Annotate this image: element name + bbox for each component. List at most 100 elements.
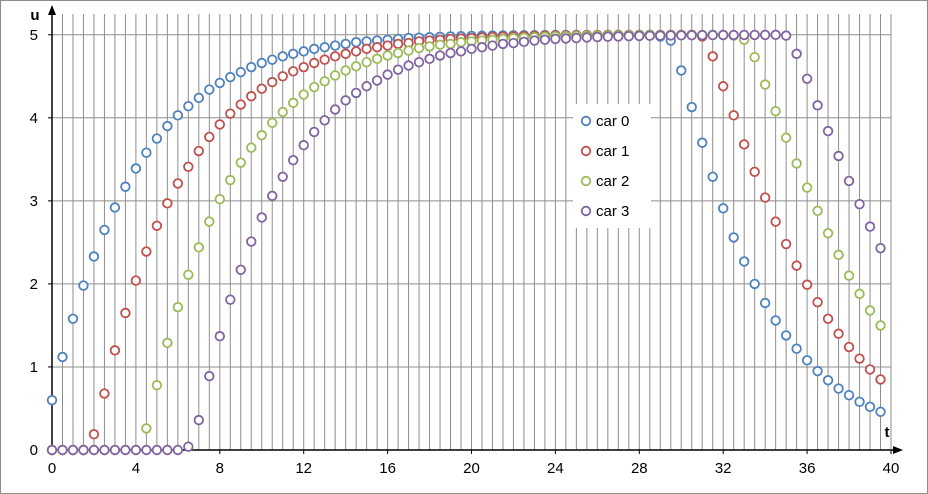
data-point	[99, 388, 110, 399]
data-point	[665, 30, 676, 41]
data-point	[592, 31, 603, 43]
data-point	[319, 54, 330, 65]
x-tick-label: 4	[132, 460, 140, 477]
series-car-0	[46, 29, 886, 417]
data-point	[424, 41, 435, 52]
data-point	[204, 370, 215, 382]
data-point	[382, 40, 393, 51]
x-tick-label: 16	[379, 460, 396, 477]
data-point	[235, 66, 246, 78]
data-point	[550, 33, 561, 45]
data-point	[172, 110, 184, 121]
data-point	[718, 81, 729, 92]
data-point	[382, 50, 393, 61]
data-point	[162, 337, 173, 349]
data-point	[204, 216, 215, 227]
data-point	[308, 126, 320, 138]
data-point	[728, 29, 739, 41]
data-point	[130, 163, 142, 174]
legend-marker	[580, 175, 592, 187]
data-point	[738, 256, 750, 267]
data-point	[109, 202, 121, 213]
data-point	[57, 351, 68, 363]
data-point	[707, 29, 718, 41]
data-point	[854, 353, 865, 364]
data-point	[288, 66, 299, 77]
data-point	[487, 40, 498, 51]
data-point	[602, 31, 614, 42]
legend-entry: car 0	[580, 113, 629, 130]
data-point	[235, 157, 246, 168]
data-point	[875, 242, 886, 254]
data-point	[875, 374, 886, 385]
legend: car 0 car 1 car 2 car 3	[573, 104, 651, 228]
data-point	[151, 133, 163, 144]
x-tick-label: 0	[48, 460, 56, 477]
data-point	[277, 106, 288, 118]
data-point	[822, 125, 834, 137]
data-point	[518, 36, 530, 48]
data-point	[340, 95, 351, 106]
data-point	[141, 444, 152, 456]
data-point	[361, 43, 372, 55]
data-point	[193, 145, 205, 157]
data-point	[371, 53, 383, 65]
data-point	[759, 192, 771, 203]
y-tick-label: 1	[30, 359, 38, 376]
x-axis-label: t	[885, 424, 890, 441]
data-point	[151, 380, 163, 391]
data-point	[88, 251, 100, 262]
data-point	[120, 307, 131, 319]
data-point	[676, 65, 687, 76]
data-point	[78, 280, 89, 291]
data-point	[539, 34, 551, 45]
data-point	[676, 30, 687, 41]
legend-entry: car 1	[580, 143, 629, 160]
data-point	[812, 100, 823, 111]
data-point	[183, 161, 194, 173]
data-point	[529, 35, 540, 46]
data-point	[403, 45, 414, 56]
data-point	[854, 198, 865, 210]
data-point	[204, 84, 215, 95]
data-point	[812, 205, 823, 217]
data-point	[340, 65, 351, 76]
data-point	[235, 264, 246, 275]
data-point	[319, 76, 330, 87]
y-tick-label: 4	[30, 110, 38, 127]
data-point	[508, 37, 519, 49]
data-point	[319, 115, 330, 126]
data-point	[183, 269, 194, 280]
data-point	[403, 60, 414, 71]
data-point	[193, 92, 205, 104]
data-point	[256, 83, 267, 94]
data-point	[109, 444, 121, 456]
data-point	[759, 29, 771, 41]
data-point	[235, 99, 246, 110]
data-point	[864, 221, 876, 232]
data-point	[183, 100, 194, 112]
data-point	[864, 305, 876, 316]
data-point	[686, 30, 697, 41]
data-point	[843, 389, 855, 401]
data-point	[801, 279, 813, 290]
data-point	[298, 140, 309, 151]
data-point	[225, 71, 236, 83]
data-point	[455, 37, 467, 48]
y-tick-label: 3	[30, 193, 38, 210]
data-point	[256, 212, 267, 223]
data-point	[162, 444, 173, 456]
data-point	[728, 110, 739, 121]
data-point	[780, 238, 792, 250]
data-point	[130, 444, 142, 456]
data-point	[298, 46, 309, 57]
data-point	[267, 117, 278, 128]
data-point	[686, 101, 697, 113]
data-point	[434, 50, 446, 61]
data-point	[644, 30, 655, 41]
data-point	[88, 429, 100, 440]
data-point	[308, 57, 320, 69]
data-point	[46, 444, 58, 456]
data-point	[277, 171, 288, 182]
